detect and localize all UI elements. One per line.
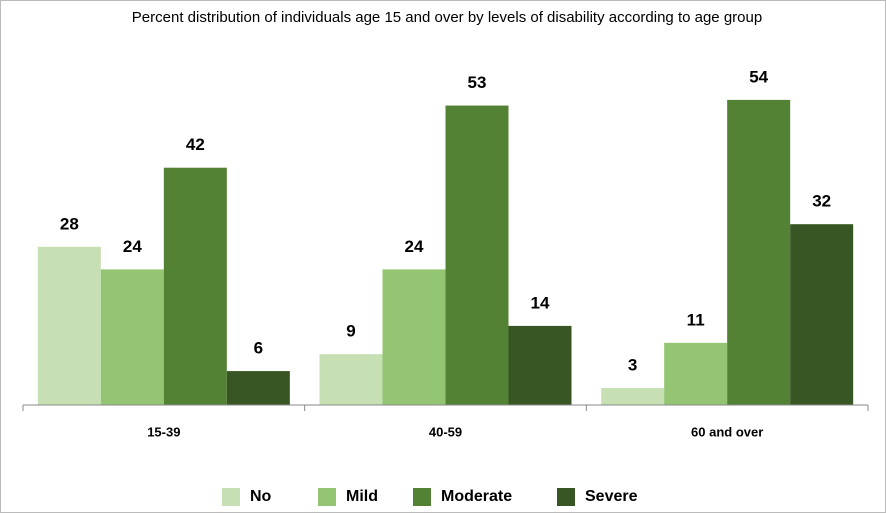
x-tick-label: 60 and over [691, 424, 763, 439]
legend-swatch [222, 488, 240, 506]
value-label: 9 [346, 322, 355, 341]
bar [727, 99, 791, 406]
value-label: 24 [405, 237, 424, 256]
legend-label: Moderate [441, 488, 512, 505]
x-tick-label: 15-39 [147, 424, 180, 439]
value-label: 54 [749, 67, 768, 86]
bar [319, 354, 383, 405]
bar [382, 269, 446, 405]
bar [445, 105, 509, 406]
value-label: 53 [468, 73, 487, 92]
value-label: 6 [254, 339, 263, 358]
value-label: 42 [186, 135, 205, 154]
x-tick-label: 40-59 [429, 424, 462, 439]
bar [790, 224, 854, 405]
bar [226, 371, 290, 405]
value-label: 28 [60, 214, 79, 233]
bar [508, 325, 572, 405]
chart-title: Percent distribution of individuals age … [132, 9, 762, 26]
legend-swatch [413, 488, 431, 506]
bar [664, 342, 728, 405]
value-label: 32 [812, 192, 831, 211]
legend-swatch [557, 488, 575, 506]
bar [163, 167, 227, 405]
bar [100, 269, 164, 405]
value-label: 11 [687, 310, 705, 329]
legend-label: No [250, 488, 272, 505]
value-label: 3 [628, 356, 637, 375]
legend-swatch [318, 488, 336, 506]
value-label: 24 [123, 237, 142, 256]
bar [601, 388, 665, 405]
value-label: 14 [531, 293, 550, 312]
legend-label: Severe [585, 488, 638, 505]
legend-label: Mild [346, 488, 378, 505]
bar [37, 246, 101, 405]
